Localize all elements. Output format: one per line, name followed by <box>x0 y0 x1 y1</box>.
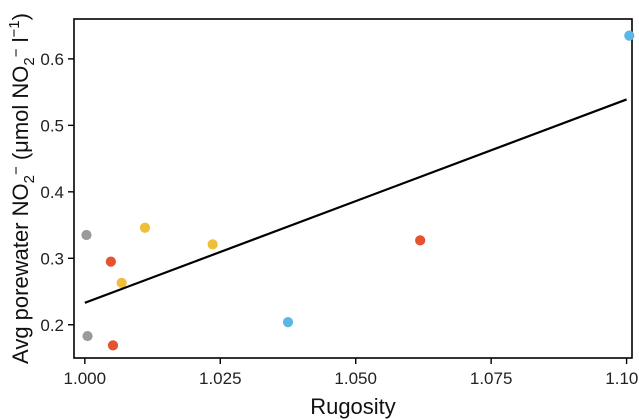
scatter-point-blue <box>624 30 635 41</box>
plot-border <box>73 18 633 359</box>
x-axis-title: Rugosity <box>310 394 396 419</box>
x-axis-ticks: 1.000 1.025 1.050 1.075 1.100 <box>64 358 639 388</box>
scatter-point-yellow <box>139 222 151 233</box>
scatter-point-yellow <box>207 239 218 250</box>
x-tick-label: 1.100 <box>605 369 639 388</box>
y-tick-label: 0.5 <box>40 116 64 135</box>
plot-area <box>73 18 633 359</box>
y-axis-ticks: 0.2 0.3 0.4 0.5 0.6 <box>40 50 74 335</box>
x-tick-label: 1.025 <box>199 369 242 388</box>
data-points <box>81 30 635 351</box>
y-tick-label: 0.3 <box>40 249 64 268</box>
regression-line <box>84 98 627 304</box>
scatter-point-red <box>105 256 116 267</box>
scatter-point-red <box>107 340 119 351</box>
scatter-point-blue <box>282 317 294 328</box>
y-tick-label: 0.2 <box>40 316 64 335</box>
y-tick-label: 0.6 <box>40 50 64 69</box>
y-axis-title: Avg porewater NO2− (μmol NO2− l−1) <box>6 13 38 364</box>
scatter-point-gray <box>82 330 93 342</box>
x-tick-label: 1.050 <box>334 369 377 388</box>
x-tick-label: 1.000 <box>64 369 107 388</box>
scatter-point-red <box>415 235 426 246</box>
scatter-point-yellow <box>116 277 127 288</box>
scatter-point-gray <box>81 229 92 241</box>
x-tick-label: 1.075 <box>470 369 513 388</box>
y-tick-label: 0.4 <box>40 183 64 202</box>
